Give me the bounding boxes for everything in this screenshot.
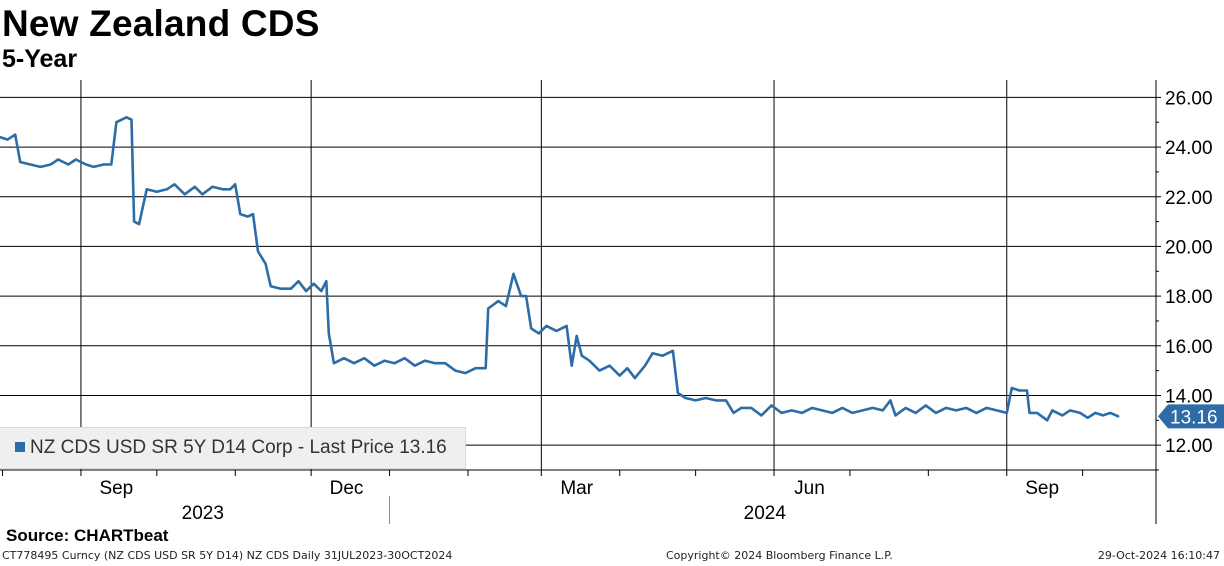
y-tick-label: 14.00 (1165, 386, 1213, 407)
footer-security-info: CT778495 Curncy (NZ CDS USD SR 5Y D14) N… (2, 549, 453, 562)
series-line (0, 116, 1120, 422)
legend-label: NZ CDS USD SR 5Y D14 Corp - Last Price 1… (30, 437, 447, 458)
x-year-label: 2024 (744, 503, 787, 524)
x-month-label: Mar (560, 478, 593, 499)
footer-copyright: Copyright© 2024 Bloomberg Finance L.P. (666, 549, 893, 562)
x-month-label: Jun (794, 478, 825, 499)
x-month-label: Sep (1025, 478, 1059, 499)
y-tick-label: 16.00 (1165, 337, 1213, 358)
y-tick-label: 22.00 (1165, 188, 1213, 209)
chart-subtitle: 5-Year (2, 45, 78, 73)
y-tick-label: 20.00 (1165, 237, 1213, 258)
last-value-label: 13.16 (1170, 407, 1218, 428)
y-tick-label: 18.00 (1165, 287, 1213, 308)
legend-swatch (15, 442, 25, 452)
x-year-label: 2023 (182, 503, 224, 524)
y-tick-label: 24.00 (1165, 138, 1213, 159)
last-value-marker (1158, 404, 1224, 429)
footer-timestamp: 29-Oct-2024 16:10:47 (1097, 549, 1220, 562)
x-month-label: Dec (330, 478, 364, 499)
x-month-label: Sep (99, 478, 133, 499)
y-tick-label: 12.00 (1165, 436, 1213, 457)
source-note: Source: CHARTbeat (6, 526, 169, 545)
legend: NZ CDS USD SR 5Y D14 Corp - Last Price 1… (0, 427, 466, 469)
chart-title: New Zealand CDS (2, 3, 320, 44)
y-tick-label: 26.00 (1165, 88, 1213, 109)
